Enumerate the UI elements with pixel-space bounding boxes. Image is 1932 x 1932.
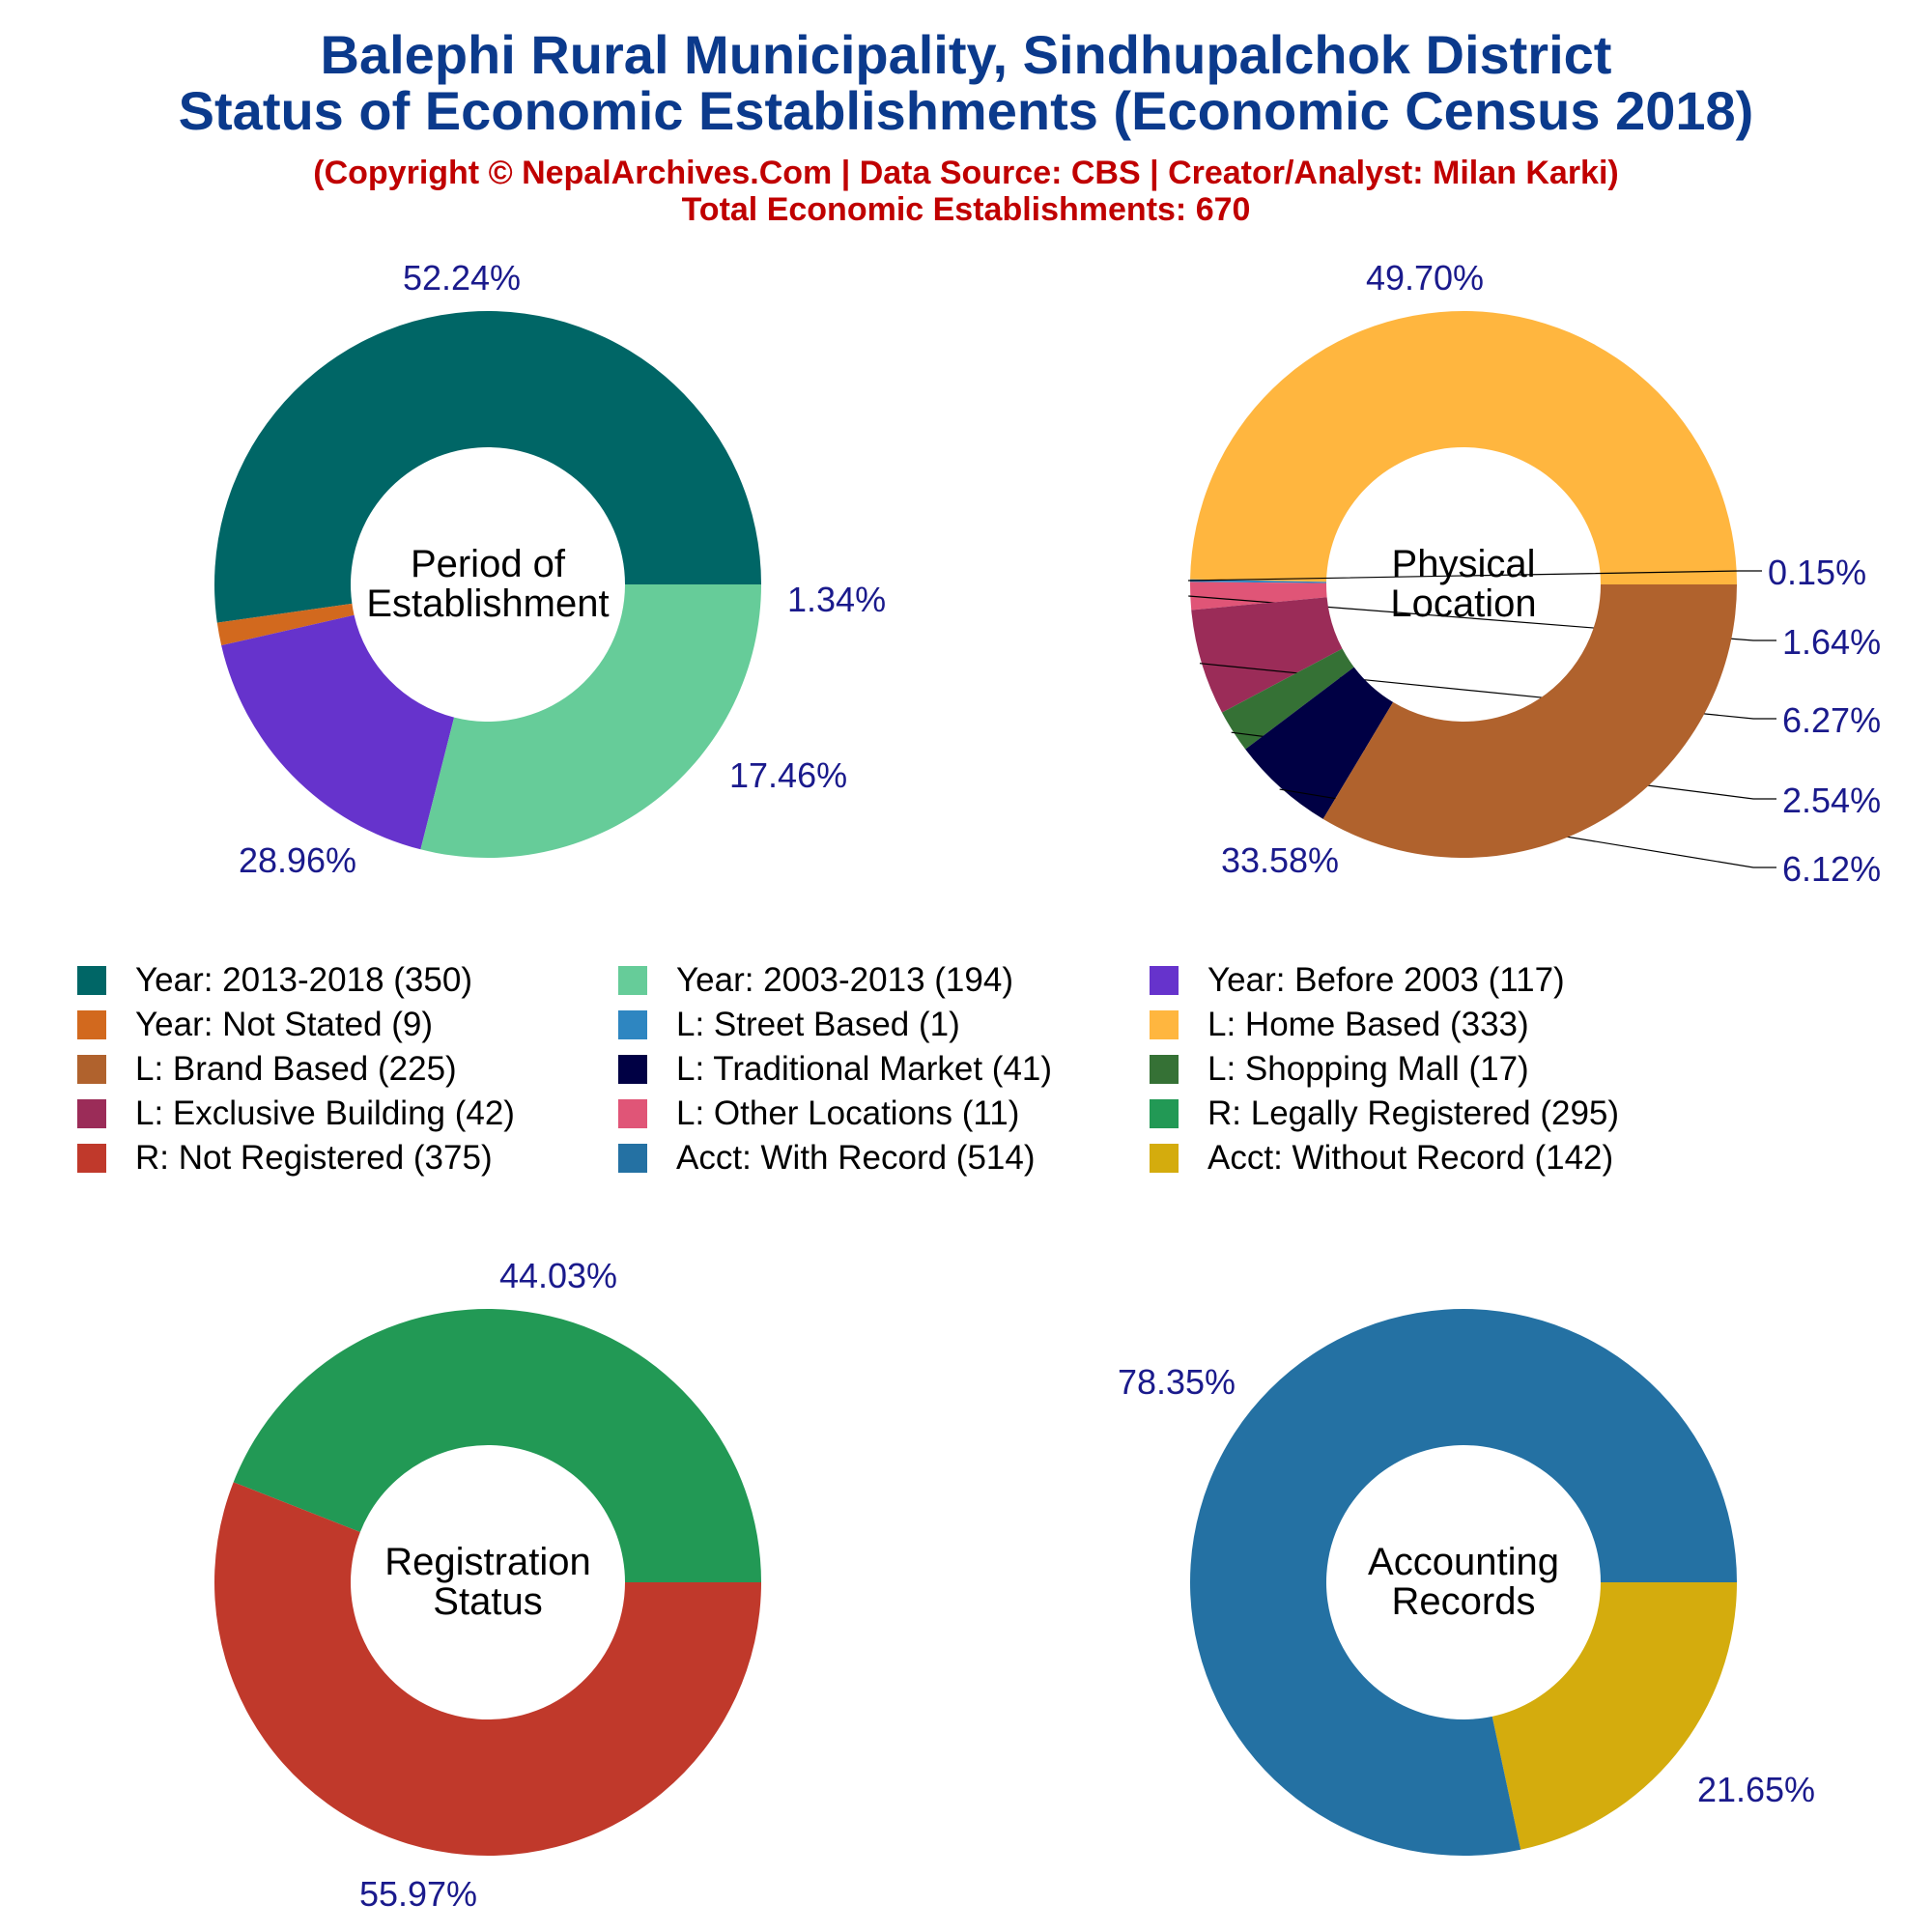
legend-item: R: Legally Registered (295) bbox=[1150, 1094, 1729, 1133]
percent-label: 17.46% bbox=[729, 755, 847, 795]
legend-swatch bbox=[1150, 966, 1179, 995]
percent-label: 2.54% bbox=[1782, 781, 1881, 820]
donut-center-label: Physical bbox=[1392, 543, 1536, 585]
slice-l-shopping-mall bbox=[1221, 648, 1354, 750]
legend-label: Year: Before 2003 (117) bbox=[1208, 961, 1565, 999]
slice-r-not-registered bbox=[213, 1482, 762, 1857]
legend-label: L: Brand Based (225) bbox=[135, 1050, 457, 1088]
legend-swatch bbox=[77, 1099, 106, 1128]
slice-year-not-stated bbox=[216, 603, 355, 646]
donut-center-label: Establishment bbox=[366, 582, 609, 625]
percent-label: 78.35% bbox=[1118, 1362, 1236, 1402]
percent-label: 52.24% bbox=[403, 258, 521, 298]
legend-item: R: Not Registered (375) bbox=[77, 1139, 618, 1178]
slice-r-legally-registered bbox=[233, 1309, 761, 1582]
percent-label: 1.34% bbox=[787, 580, 886, 619]
legend-swatch bbox=[618, 966, 647, 995]
percent-label: 49.70% bbox=[1366, 258, 1484, 298]
slice-l-exclusive-building bbox=[1191, 597, 1343, 713]
slice-acct-without-record bbox=[1492, 1582, 1737, 1850]
legend-swatch bbox=[77, 966, 106, 995]
donut-center-label: Period of bbox=[411, 543, 566, 585]
slice-l-brand-based bbox=[1322, 584, 1737, 859]
donut-center-label: Accounting bbox=[1368, 1541, 1559, 1583]
legend-item: Year: Before 2003 (117) bbox=[1150, 961, 1729, 1000]
legend-item: Year: 2013-2018 (350) bbox=[77, 961, 618, 1000]
legend-swatch bbox=[77, 1144, 106, 1173]
legend-label: L: Shopping Mall (17) bbox=[1208, 1050, 1529, 1088]
percent-label: 44.03% bbox=[499, 1256, 617, 1295]
donut-center-label: Status bbox=[433, 1580, 542, 1623]
percent-label: 33.58% bbox=[1221, 840, 1339, 880]
legend-label: Year: Not Stated (9) bbox=[135, 1006, 434, 1043]
percent-label: 28.96% bbox=[239, 840, 356, 880]
slice-acct-with-record bbox=[1190, 1309, 1737, 1856]
legend-label: L: Street Based (1) bbox=[676, 1006, 960, 1043]
donut-chart-1: 52.24% 1.34% 17.46% 28.96% Period ofEstablis… bbox=[213, 258, 886, 880]
legend-label: R: Not Registered (375) bbox=[135, 1139, 493, 1177]
total-establishments: Total Economic Establishments: 670 bbox=[681, 191, 1251, 228]
chart-title-line2: Status of Economic Establishments (Econo… bbox=[178, 80, 1754, 141]
donut-center-label: Records bbox=[1392, 1580, 1536, 1623]
legend-label: Acct: With Record (514) bbox=[676, 1139, 1036, 1177]
legend-item: L: Shopping Mall (17) bbox=[1150, 1050, 1729, 1089]
slice-l-traditional-market bbox=[1245, 667, 1394, 819]
slice-l-home-based bbox=[1190, 311, 1737, 584]
legend-swatch bbox=[1150, 1055, 1179, 1084]
legend-item: L: Brand Based (225) bbox=[77, 1050, 618, 1089]
slice-year-2013-2018 bbox=[213, 310, 762, 623]
slice-l-other-locations bbox=[1190, 582, 1327, 611]
legend-label: R: Legally Registered (295) bbox=[1208, 1094, 1620, 1132]
legend-label: Year: 2013-2018 (350) bbox=[135, 961, 472, 999]
legend-label: Year: 2003-2013 (194) bbox=[676, 961, 1013, 999]
legend-label: L: Other Locations (11) bbox=[676, 1094, 1020, 1132]
legend-item: Acct: With Record (514) bbox=[618, 1139, 1150, 1178]
chart-header: Balephi Rural Municipality, Sindhupalcho… bbox=[0, 0, 1932, 229]
legend: Year: 2013-2018 (350) Year: 2003-2013 (19… bbox=[77, 961, 1874, 1178]
leader-line bbox=[1188, 570, 1762, 582]
legend-label: L: Exclusive Building (42) bbox=[135, 1094, 515, 1132]
leader-line bbox=[1199, 663, 1776, 720]
copyright-note: (Copyright © NepalArchives.Com | Data So… bbox=[313, 155, 1619, 191]
legend-swatch bbox=[77, 1010, 106, 1039]
legend-swatch bbox=[618, 1055, 647, 1084]
legend-swatch bbox=[1150, 1144, 1179, 1173]
legend-label: L: Traditional Market (41) bbox=[676, 1050, 1053, 1088]
slice-year-before-2003 bbox=[221, 614, 455, 850]
legend-swatch bbox=[618, 1010, 647, 1039]
percent-label: 21.65% bbox=[1697, 1770, 1815, 1809]
percent-label: 1.64% bbox=[1782, 622, 1881, 662]
legend-item: L: Street Based (1) bbox=[618, 1006, 1150, 1044]
percent-label: 6.12% bbox=[1782, 849, 1881, 889]
donut-center-label: Location bbox=[1390, 582, 1536, 625]
percent-label: 55.97% bbox=[359, 1874, 477, 1914]
slice-year-2003-2013 bbox=[420, 584, 762, 858]
legend-item: L: Exclusive Building (42) bbox=[77, 1094, 618, 1133]
leader-line bbox=[1188, 595, 1776, 641]
legend-label: Acct: Without Record (142) bbox=[1208, 1139, 1614, 1177]
legend-swatch bbox=[1150, 1010, 1179, 1039]
percent-label: 0.15% bbox=[1768, 553, 1866, 592]
legend-item: L: Home Based (333) bbox=[1150, 1006, 1729, 1044]
percent-label: 6.27% bbox=[1782, 700, 1881, 740]
legend-swatch bbox=[618, 1099, 647, 1128]
donut-center-label: Registration bbox=[384, 1541, 590, 1583]
legend-item: Year: Not Stated (9) bbox=[77, 1006, 618, 1044]
donut-chart-2: 49.70% 0.15% 1.64% 6.27% 2.54% 6.12% 33.58% Phy… bbox=[1188, 258, 1881, 889]
legend-swatch bbox=[618, 1144, 647, 1173]
chart-title-line1: Balephi Rural Municipality, Sindhupalcho… bbox=[320, 24, 1612, 85]
legend-label: L: Home Based (333) bbox=[1208, 1006, 1529, 1043]
legend-item: Year: 2003-2013 (194) bbox=[618, 961, 1150, 1000]
legend-swatch bbox=[77, 1055, 106, 1084]
legend-swatch bbox=[1150, 1099, 1179, 1128]
legend-item: L: Other Locations (11) bbox=[618, 1094, 1150, 1133]
legend-item: L: Traditional Market (41) bbox=[618, 1050, 1150, 1089]
legend-item: Acct: Without Record (142) bbox=[1150, 1139, 1729, 1178]
